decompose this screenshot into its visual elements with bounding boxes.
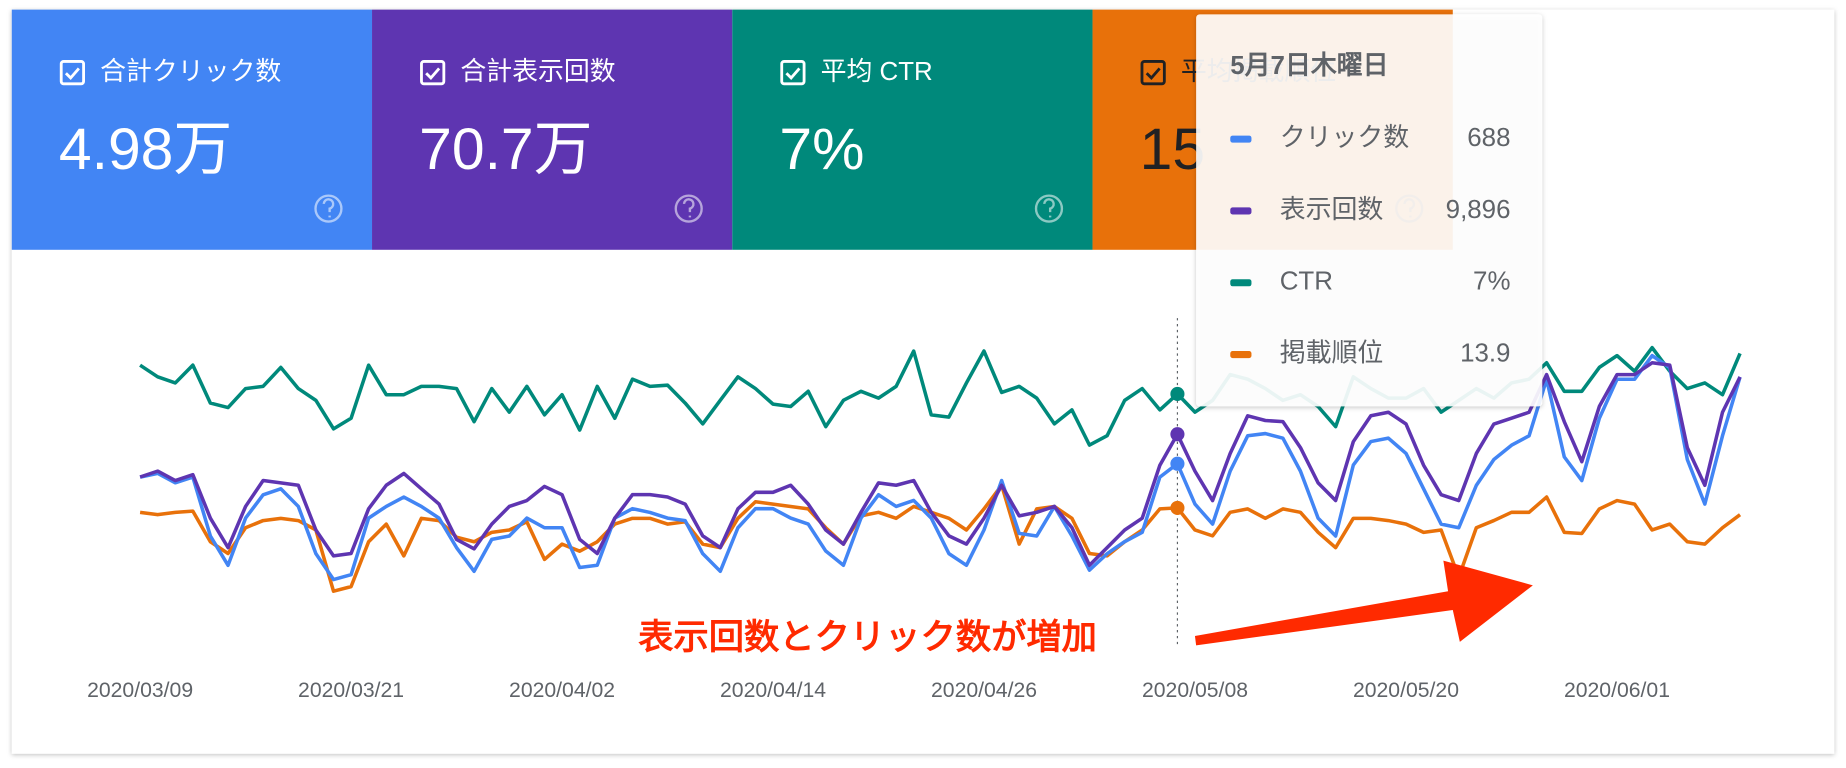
series-line bbox=[139, 483, 1742, 593]
check bbox=[425, 67, 441, 80]
card-value: 70.7万 bbox=[419, 117, 592, 182]
legend-swatch bbox=[1230, 279, 1252, 287]
plot: 2020/03/09 2020/03/21 2020/04/02 2020/04/14… bbox=[87, 318, 1742, 702]
tooltip-box bbox=[1196, 14, 1543, 407]
tooltip-value: 9,896 bbox=[1446, 196, 1511, 224]
tooltip-name: クリック数 bbox=[1280, 123, 1410, 152]
metric-card: 合計クリック数 4.98万 bbox=[11, 9, 373, 250]
card-label: 合計表示回数 bbox=[460, 57, 615, 86]
hover-dot bbox=[1170, 427, 1185, 442]
checkbox bbox=[420, 60, 446, 86]
series-line bbox=[139, 353, 1742, 582]
card-value: 4.98万 bbox=[59, 117, 232, 182]
help-circle bbox=[314, 194, 343, 223]
card-value: 7% bbox=[779, 117, 864, 182]
tooltip-title: 5月7日木曜日 bbox=[1230, 51, 1388, 80]
tooltip-value: 688 bbox=[1467, 124, 1510, 152]
help-mark bbox=[322, 198, 335, 218]
x-tick-label: 2020/05/20 bbox=[1353, 679, 1459, 702]
series-line bbox=[139, 361, 1742, 568]
tooltip-value: 13.9 bbox=[1460, 339, 1510, 367]
x-tick-label: 2020/04/14 bbox=[720, 679, 826, 702]
hover-dot bbox=[1170, 500, 1185, 515]
help-mark bbox=[1043, 198, 1055, 218]
card-label: 合計クリック数 bbox=[100, 57, 281, 86]
hover-dot bbox=[1170, 456, 1185, 471]
card-bg bbox=[11, 9, 373, 250]
tooltip-name: 掲載順位 bbox=[1280, 338, 1384, 367]
checkbox bbox=[59, 60, 86, 86]
card-value: 15 bbox=[1140, 117, 1205, 182]
card-bg bbox=[732, 9, 1093, 250]
x-tick-label: 2020/05/08 bbox=[1142, 679, 1248, 702]
card-bg bbox=[372, 9, 733, 250]
check bbox=[64, 67, 80, 80]
tooltip-name: CTR bbox=[1280, 268, 1333, 296]
hover-dot bbox=[1170, 386, 1185, 402]
tooltip-value: 7% bbox=[1473, 268, 1510, 296]
tooltip: 5月7日木曜日 クリック数 688 表示回数 9,896 CTR 7% 掲載順位 13.9 bbox=[1196, 14, 1543, 407]
x-tick-label: 2020/04/26 bbox=[931, 679, 1037, 702]
x-tick-label: 2020/04/02 bbox=[509, 679, 615, 702]
check bbox=[785, 67, 801, 80]
help-circle bbox=[674, 194, 703, 223]
checkbox bbox=[780, 60, 806, 86]
x-tick-label: 2020/03/21 bbox=[298, 679, 404, 702]
legend-swatch bbox=[1230, 207, 1252, 215]
check bbox=[1145, 67, 1161, 80]
help-icon bbox=[1034, 194, 1064, 223]
checkbox bbox=[1140, 60, 1166, 86]
help-icon bbox=[674, 194, 703, 223]
x-tick-label: 2020/03/09 bbox=[87, 679, 193, 702]
card-label: 平均 CTR bbox=[821, 57, 933, 86]
metric-card: 平均 CTR 7% bbox=[732, 9, 1093, 250]
metric-card: 合計表示回数 70.7万 bbox=[372, 9, 733, 250]
arrow bbox=[1194, 560, 1533, 646]
help-circle bbox=[1034, 194, 1064, 223]
x-tick-label: 2020/06/01 bbox=[1564, 679, 1670, 702]
tooltip-name: 表示回数 bbox=[1280, 195, 1384, 224]
help-icon bbox=[314, 194, 343, 223]
legend-swatch bbox=[1230, 135, 1252, 143]
legend-swatch bbox=[1230, 351, 1252, 359]
annotation: 表示回数とクリック数が増加 bbox=[638, 618, 1097, 657]
help-mark bbox=[682, 198, 695, 218]
